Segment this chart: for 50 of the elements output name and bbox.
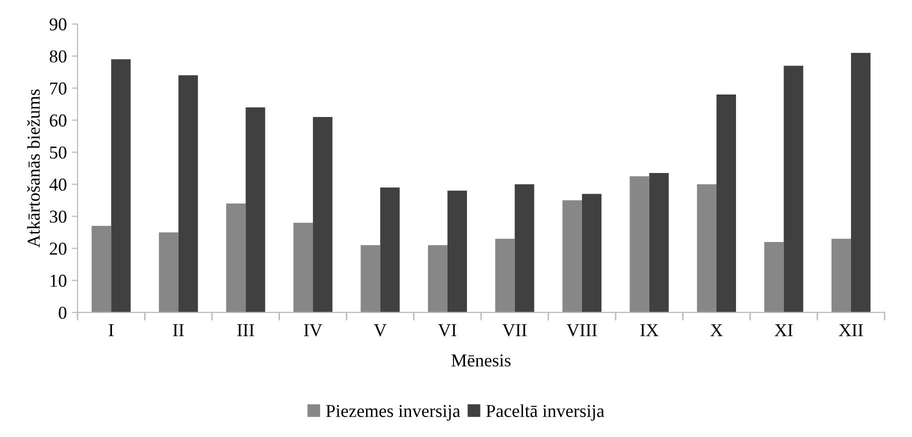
x-tick-label: III xyxy=(237,324,254,336)
bar xyxy=(562,200,582,312)
bar xyxy=(92,226,112,312)
bar xyxy=(360,245,380,312)
bar xyxy=(495,238,515,312)
legend-label: Piezemes inversija xyxy=(326,404,460,421)
x-tick-label: VII xyxy=(502,324,527,336)
bar xyxy=(832,238,852,312)
legend-label: Paceltā inversija xyxy=(486,404,604,421)
x-tick-label: VI xyxy=(438,324,456,336)
y-tick-label: 10 xyxy=(50,274,66,287)
x-tick-label: XII xyxy=(838,324,863,336)
bar xyxy=(380,187,400,312)
bar xyxy=(158,232,178,312)
bar xyxy=(630,176,650,312)
y-tick-label: 0 xyxy=(58,306,66,319)
bar xyxy=(764,242,784,312)
bar xyxy=(111,59,131,312)
bar xyxy=(246,107,266,312)
bar xyxy=(514,184,534,312)
y-tick-label: 50 xyxy=(50,146,66,159)
y-tick-label: 20 xyxy=(50,242,66,255)
y-tick-label: 70 xyxy=(50,82,66,95)
bar xyxy=(226,203,246,312)
x-tick-label: II xyxy=(173,324,184,336)
bar xyxy=(696,184,716,312)
x-tick-label: IX xyxy=(640,324,658,336)
x-tick-label: I xyxy=(108,324,114,336)
x-tick-label: VIII xyxy=(566,324,597,336)
bar xyxy=(178,75,198,312)
x-tick-label: V xyxy=(374,324,387,336)
bar xyxy=(649,173,669,312)
bar xyxy=(312,116,332,312)
y-axis-title: Atkārtošanās biežums xyxy=(27,89,40,248)
x-tick-label: X xyxy=(710,324,723,336)
y-tick-label: 80 xyxy=(50,50,66,63)
y-tick-label: 40 xyxy=(49,178,66,191)
x-axis-title: Mēnesis xyxy=(452,354,511,367)
x-tick-label: XI xyxy=(774,324,793,336)
bar xyxy=(293,222,313,312)
bar xyxy=(851,52,871,312)
bar xyxy=(784,66,804,312)
bar xyxy=(582,194,602,312)
bar xyxy=(716,94,736,312)
bar xyxy=(428,245,448,312)
x-tick-label: IV xyxy=(304,324,322,336)
y-tick-label: 90 xyxy=(50,18,66,30)
y-tick-label: 30 xyxy=(50,210,66,223)
bar xyxy=(447,190,467,312)
y-tick-label: 60 xyxy=(50,114,66,127)
